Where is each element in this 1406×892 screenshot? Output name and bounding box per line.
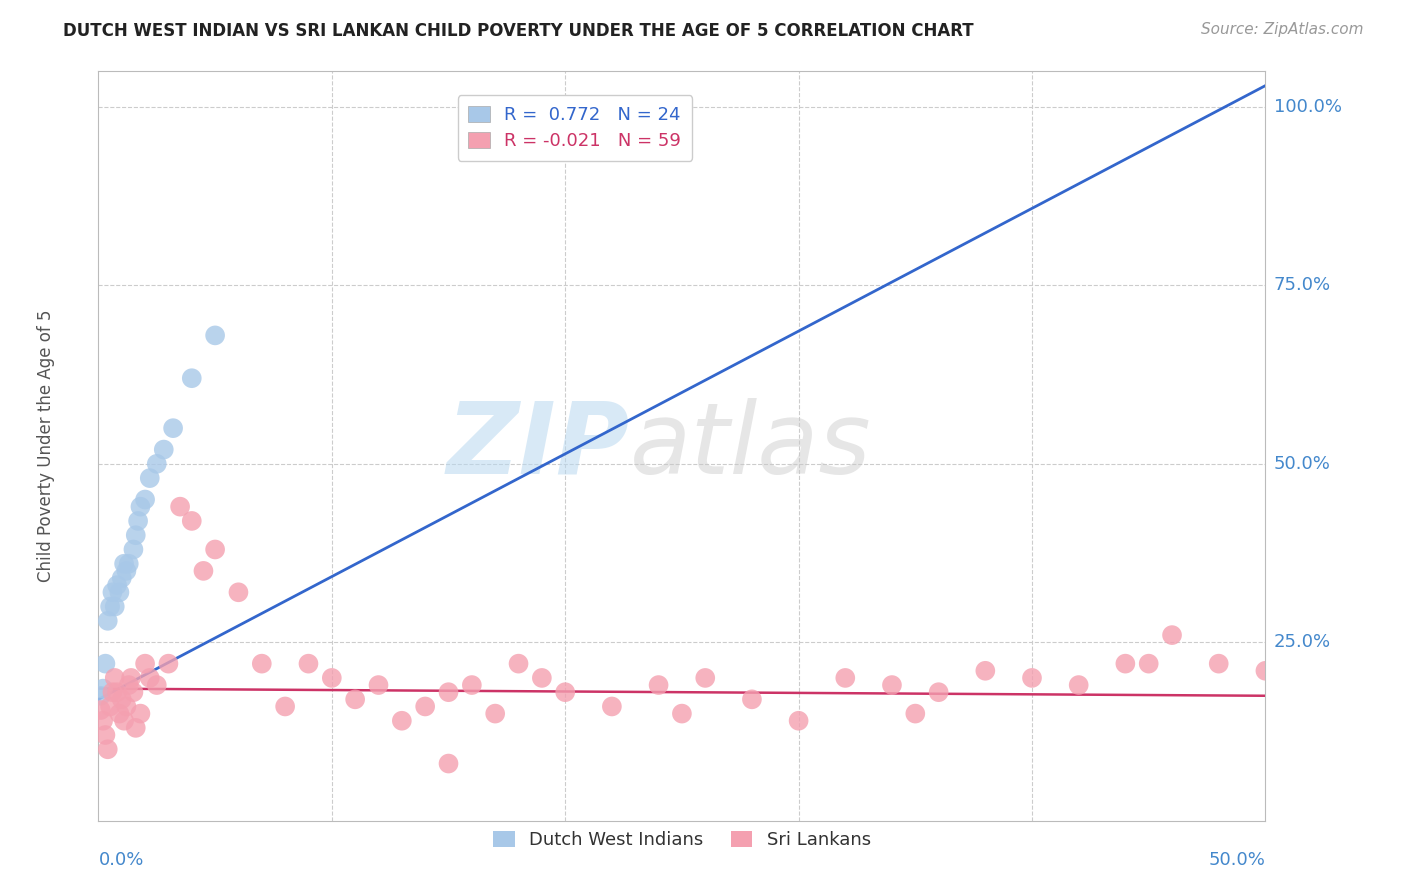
Text: atlas: atlas — [630, 398, 872, 494]
Point — [193, 564, 215, 578]
Point — [105, 685, 128, 699]
Point — [834, 671, 856, 685]
Point — [122, 685, 145, 699]
Point — [437, 685, 460, 699]
Point — [122, 542, 145, 557]
Point — [1021, 671, 1043, 685]
Point — [391, 714, 413, 728]
Point — [437, 756, 460, 771]
Point — [101, 685, 124, 699]
Point — [741, 692, 763, 706]
Text: Source: ZipAtlas.com: Source: ZipAtlas.com — [1201, 22, 1364, 37]
Point — [134, 492, 156, 507]
Point — [162, 421, 184, 435]
Point — [91, 714, 114, 728]
Text: 100.0%: 100.0% — [1274, 98, 1341, 116]
Point — [647, 678, 669, 692]
Point — [112, 714, 135, 728]
Text: 50.0%: 50.0% — [1274, 455, 1330, 473]
Point — [297, 657, 319, 671]
Point — [98, 699, 121, 714]
Point — [228, 585, 250, 599]
Point — [112, 557, 135, 571]
Point — [108, 706, 131, 721]
Point — [90, 703, 112, 717]
Text: 25.0%: 25.0% — [1274, 633, 1331, 651]
Point — [180, 371, 202, 385]
Text: 0.0%: 0.0% — [98, 851, 143, 869]
Point — [127, 514, 149, 528]
Point — [1208, 657, 1230, 671]
Point — [367, 678, 389, 692]
Point — [94, 728, 117, 742]
Point — [118, 678, 141, 692]
Point — [146, 678, 169, 692]
Point — [321, 671, 343, 685]
Point — [139, 671, 162, 685]
Point — [101, 585, 124, 599]
Point — [169, 500, 191, 514]
Text: ZIP: ZIP — [446, 398, 630, 494]
Point — [600, 699, 623, 714]
Text: 75.0%: 75.0% — [1274, 277, 1331, 294]
Text: DUTCH WEST INDIAN VS SRI LANKAN CHILD POVERTY UNDER THE AGE OF 5 CORRELATION CHA: DUTCH WEST INDIAN VS SRI LANKAN CHILD PO… — [63, 22, 974, 40]
Point — [97, 742, 120, 756]
Point — [120, 671, 142, 685]
Point — [344, 692, 367, 706]
Point — [974, 664, 997, 678]
Point — [134, 657, 156, 671]
Point — [787, 714, 810, 728]
Point — [104, 599, 127, 614]
Text: Child Poverty Under the Age of 5: Child Poverty Under the Age of 5 — [37, 310, 55, 582]
Point — [115, 699, 138, 714]
Point — [94, 657, 117, 671]
Point — [129, 706, 152, 721]
Point — [104, 671, 127, 685]
Point — [250, 657, 273, 671]
Point — [98, 599, 121, 614]
Point — [1114, 657, 1136, 671]
Point — [904, 706, 927, 721]
Point — [880, 678, 903, 692]
Point — [413, 699, 436, 714]
Point — [928, 685, 950, 699]
Point — [90, 689, 112, 703]
Point — [97, 614, 120, 628]
Point — [129, 500, 152, 514]
Point — [111, 692, 134, 706]
Point — [274, 699, 297, 714]
Point — [111, 571, 134, 585]
Point — [91, 681, 114, 696]
Point — [671, 706, 693, 721]
Point — [125, 528, 148, 542]
Point — [530, 671, 553, 685]
Text: 50.0%: 50.0% — [1209, 851, 1265, 869]
Point — [125, 721, 148, 735]
Point — [1137, 657, 1160, 671]
Point — [157, 657, 180, 671]
Point — [204, 328, 226, 343]
Legend: Dutch West Indians, Sri Lankans: Dutch West Indians, Sri Lankans — [482, 821, 882, 860]
Point — [108, 585, 131, 599]
Point — [1161, 628, 1184, 642]
Point — [152, 442, 174, 457]
Point — [180, 514, 202, 528]
Point — [508, 657, 530, 671]
Point — [695, 671, 717, 685]
Point — [1254, 664, 1277, 678]
Point — [1067, 678, 1090, 692]
Point — [461, 678, 484, 692]
Point — [484, 706, 506, 721]
Point — [105, 578, 128, 592]
Point — [139, 471, 162, 485]
Point — [204, 542, 226, 557]
Point — [554, 685, 576, 699]
Point — [146, 457, 169, 471]
Point — [118, 557, 141, 571]
Point — [115, 564, 138, 578]
